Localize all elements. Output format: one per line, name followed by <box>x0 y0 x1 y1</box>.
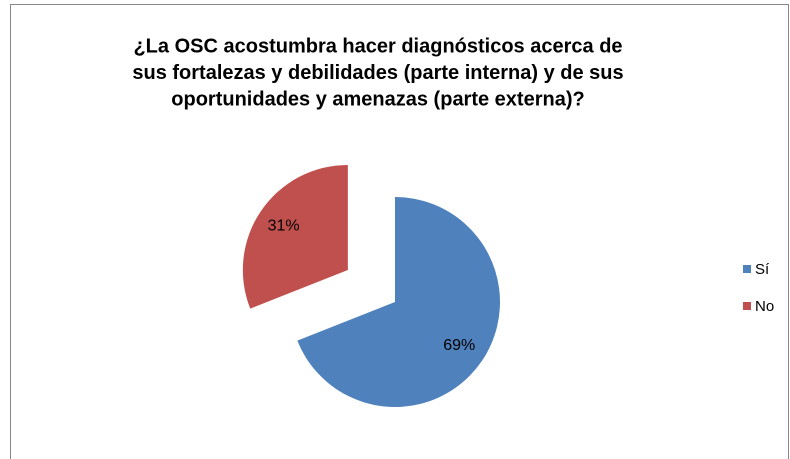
chart-title: oportunidades y amenazas (parte externa)… <box>171 88 584 110</box>
pie-slice <box>242 164 348 309</box>
legend-swatch <box>743 302 751 310</box>
data-label: 31% <box>268 218 300 235</box>
chart-title: ¿La OSC acostumbra hacer diagnósticos ac… <box>133 35 622 57</box>
legend-label: Sí <box>755 261 770 278</box>
data-label: 69% <box>443 337 475 354</box>
chart-title: sus fortalezas y debilidades (parte inte… <box>132 62 623 84</box>
legend-label: No <box>755 298 774 315</box>
pie-slice <box>297 197 501 408</box>
legend-swatch <box>743 265 751 273</box>
